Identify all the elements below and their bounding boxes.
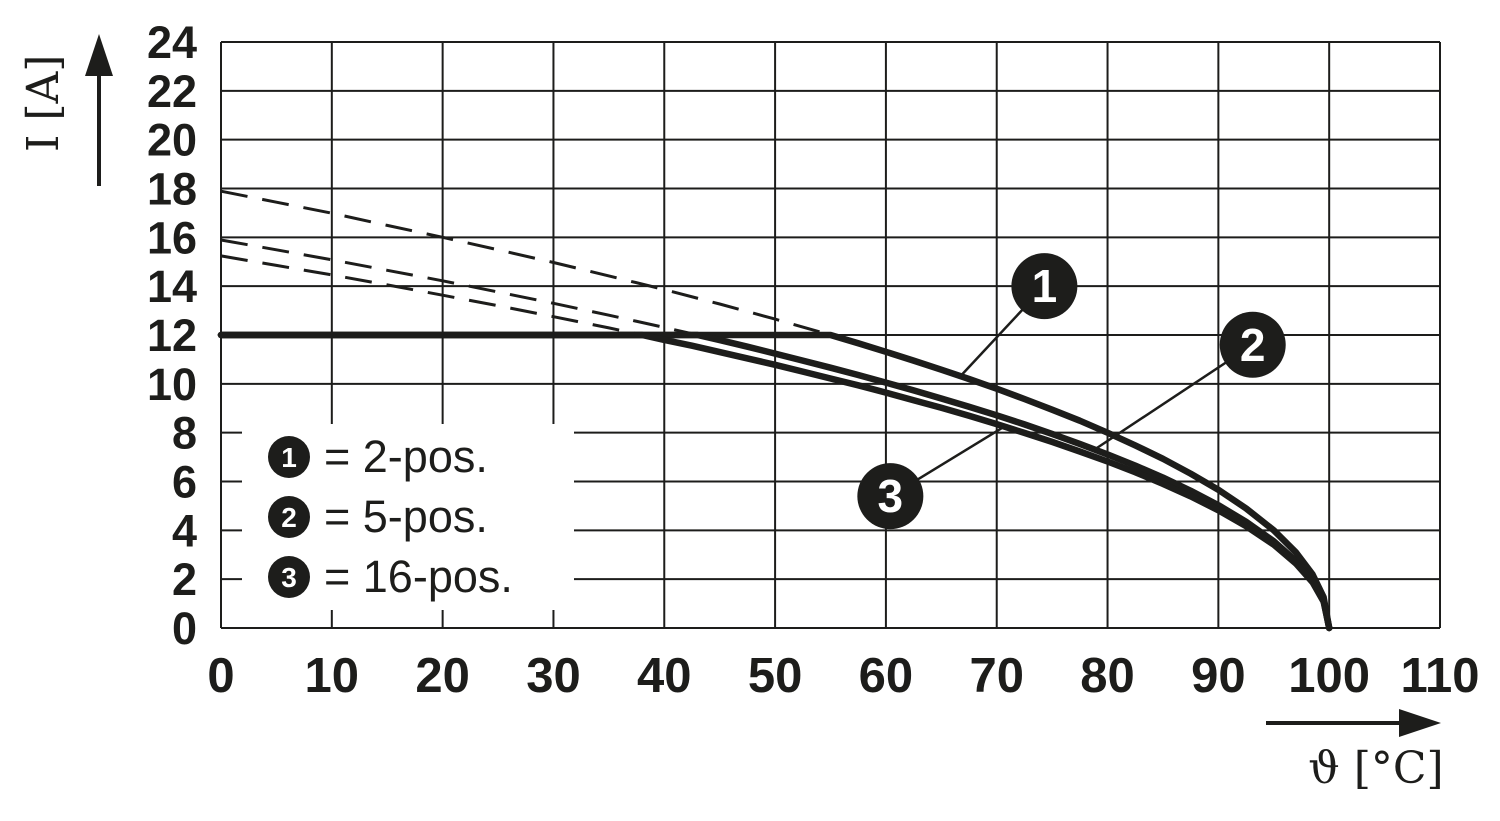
legend-marker-2 — [268, 496, 310, 538]
y-tick-label-14: 14 — [147, 261, 197, 312]
curve-16-pos. — [217, 331, 1333, 632]
x-tick-label-0: 0 — [207, 649, 234, 703]
x-tick-label-50: 50 — [748, 649, 803, 703]
dashed-derating-line-3 — [220, 254, 643, 337]
y-axis-arrowhead-icon — [85, 34, 113, 76]
legend-marker-number-3: 3 — [281, 562, 297, 593]
legend-marker-1 — [268, 436, 310, 478]
y-tick-label-2: 2 — [172, 554, 197, 605]
x-tick-label-40: 40 — [637, 649, 692, 703]
y-tick-label-0: 0 — [172, 603, 197, 654]
curve-2-pos. — [217, 331, 1333, 632]
legend-marker-number-2: 2 — [281, 502, 297, 533]
y-tick-label-8: 8 — [172, 408, 197, 459]
grid — [220, 41, 1441, 629]
x-tick-label-100: 100 — [1288, 649, 1370, 703]
x-tick-label-60: 60 — [859, 649, 914, 703]
x-tick-label-80: 80 — [1080, 649, 1135, 703]
dashed-derating-line-2 — [220, 238, 698, 337]
callout-circle-3 — [857, 463, 924, 530]
callout-number-1: 1 — [1032, 260, 1058, 312]
y-axis-label: I [A] — [18, 55, 69, 152]
callout-number-3: 3 — [878, 470, 904, 522]
x-tick-label-90: 90 — [1191, 649, 1246, 703]
y-tick-label-12: 12 — [147, 310, 197, 361]
dashed-derating-line-1 — [220, 189, 831, 337]
y-tick-label-22: 22 — [147, 66, 197, 117]
x-tick-label-110: 110 — [1400, 649, 1479, 703]
legend-label-2: = 5-pos. — [324, 491, 488, 542]
x-tick-label-10: 10 — [305, 649, 360, 703]
x-axis-arrowhead-icon — [1399, 709, 1441, 737]
callout-number-2: 2 — [1240, 319, 1266, 371]
y-tick-label-24: 24 — [147, 17, 197, 68]
x-tick-label-30: 30 — [526, 649, 581, 703]
x-tick-label-20: 20 — [415, 649, 470, 703]
x-tick-label-70: 70 — [969, 649, 1024, 703]
legend-label-3: = 16-pos. — [324, 551, 513, 602]
y-tick-label-10: 10 — [147, 359, 197, 410]
y-tick-label-20: 20 — [147, 115, 197, 166]
y-tick-label-4: 4 — [172, 505, 197, 556]
legend: 1 = 2-pos. 2 = 5-pos. 3 = 16-pos. — [242, 424, 574, 610]
y-tick-label-16: 16 — [147, 212, 197, 263]
y-tick-label-18: 18 — [147, 164, 197, 215]
legend-label-1: = 2-pos. — [324, 431, 488, 482]
callout-circle-1 — [1011, 253, 1078, 320]
x-axis-title-group: ϑ [°C] — [1266, 709, 1444, 794]
legend-marker-3 — [268, 556, 310, 598]
y-axis-title-group: I [A] — [18, 34, 113, 186]
x-axis-label: ϑ [°C] — [1308, 743, 1443, 794]
legend-marker-number-1: 1 — [281, 442, 297, 473]
callout-circle-2 — [1219, 311, 1286, 378]
y-tick-label-6: 6 — [172, 457, 197, 508]
